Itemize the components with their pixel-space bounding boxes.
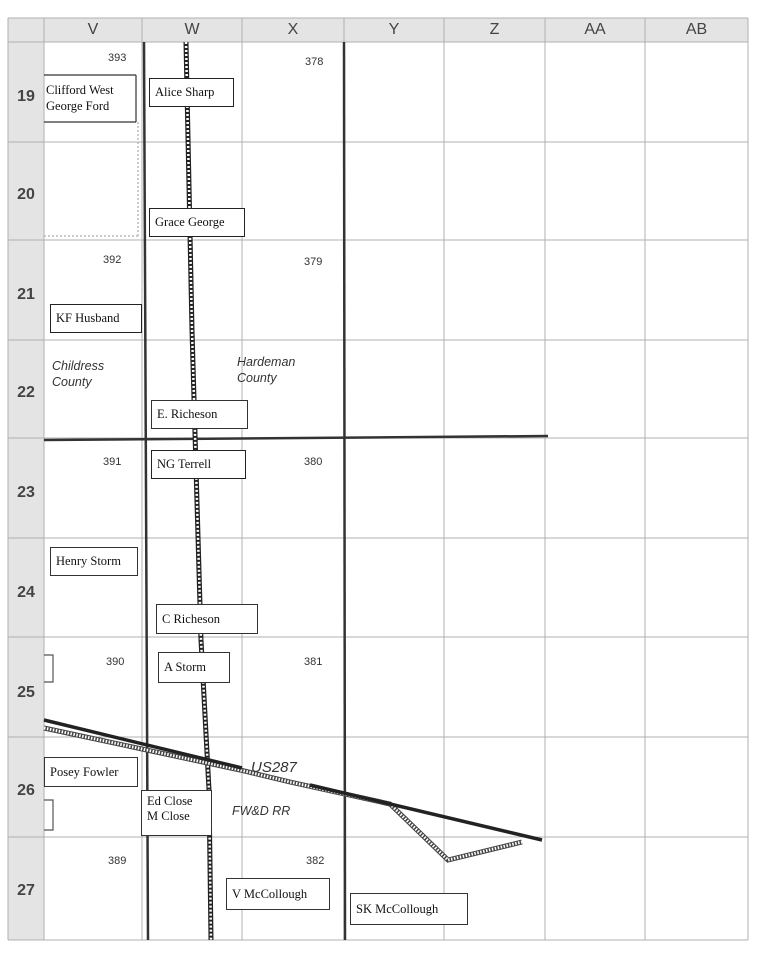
row-header-25: 25 [17, 684, 35, 701]
section-number: 393 [108, 52, 127, 64]
section-number: 379 [304, 256, 323, 268]
owner-label-kf-husband: KF Husband [50, 304, 142, 333]
owner-label-alice-sharp: Alice Sharp [149, 78, 234, 107]
lot-outline-v19 [44, 74, 139, 237]
owner-name: M Close [147, 809, 190, 823]
county-label-line: County [52, 375, 92, 389]
left-edge-notches [44, 654, 54, 831]
owner-label-sk-mccollough: SK McCollough [350, 893, 468, 925]
owner-label-c-richeson: C Richeson [156, 604, 258, 634]
railroad-label: FW&D RR [232, 804, 291, 818]
row-header-22: 22 [17, 384, 35, 401]
section-number: 378 [305, 56, 324, 68]
section-number: 381 [304, 656, 323, 668]
owner-label-posey-fowler: Posey Fowler [44, 757, 138, 787]
county-label-line: Childress [52, 359, 105, 373]
owner-label-henry-storm: Henry Storm [50, 547, 138, 576]
column-header-x: X [287, 21, 299, 38]
column-header-v: V [87, 21, 99, 38]
row-header-21: 21 [17, 286, 35, 303]
county-label-line: Hardeman [237, 355, 296, 369]
section-number: 390 [106, 656, 125, 668]
owner-label-a-storm: A Storm [158, 652, 230, 683]
section-number: 389 [108, 855, 127, 867]
owner-name: Ed Close [147, 794, 193, 808]
county-label-childress: Childress County [52, 358, 104, 390]
row-header-strip [8, 18, 44, 940]
section-number: 380 [304, 456, 323, 468]
row-header-27: 27 [17, 882, 35, 899]
column-header-w: W [184, 21, 200, 38]
owner-name: Clifford West [46, 83, 114, 97]
owner-label-v-mccollough: V McCollough [226, 878, 330, 910]
section-number: 382 [306, 855, 325, 867]
county-label-line: County [237, 371, 277, 385]
column-header-ab: AB [685, 21, 708, 38]
row-header-23: 23 [17, 484, 35, 501]
section-number: 391 [103, 456, 122, 468]
highway-line [43, 718, 543, 842]
row-header-19: 19 [17, 88, 35, 105]
county-label-hardeman: Hardeman County [237, 354, 295, 386]
railroad-line [43, 725, 523, 863]
owner-label-ed-close-m-close: Ed Close M Close [141, 790, 212, 836]
column-header-strip [8, 18, 748, 42]
column-header-aa: AA [584, 21, 606, 38]
highway-label: US287 [251, 759, 297, 776]
section-number: 392 [103, 254, 122, 266]
row-header-26: 26 [17, 782, 35, 799]
owner-label-e-richeson: E. Richeson [151, 400, 248, 429]
column-header-z: Z [489, 21, 500, 38]
column-header-y: Y [388, 21, 400, 38]
row-header-20: 20 [17, 186, 35, 203]
owner-label-ng-terrell: NG Terrell [151, 450, 246, 479]
owner-label-grace-george: Grace George [149, 208, 245, 237]
owner-label-clifford-west-george-ford: Clifford West George Ford [46, 82, 114, 114]
owner-name: George Ford [46, 99, 110, 113]
row-header-24: 24 [17, 584, 35, 601]
survey-boundaries [43, 41, 549, 941]
